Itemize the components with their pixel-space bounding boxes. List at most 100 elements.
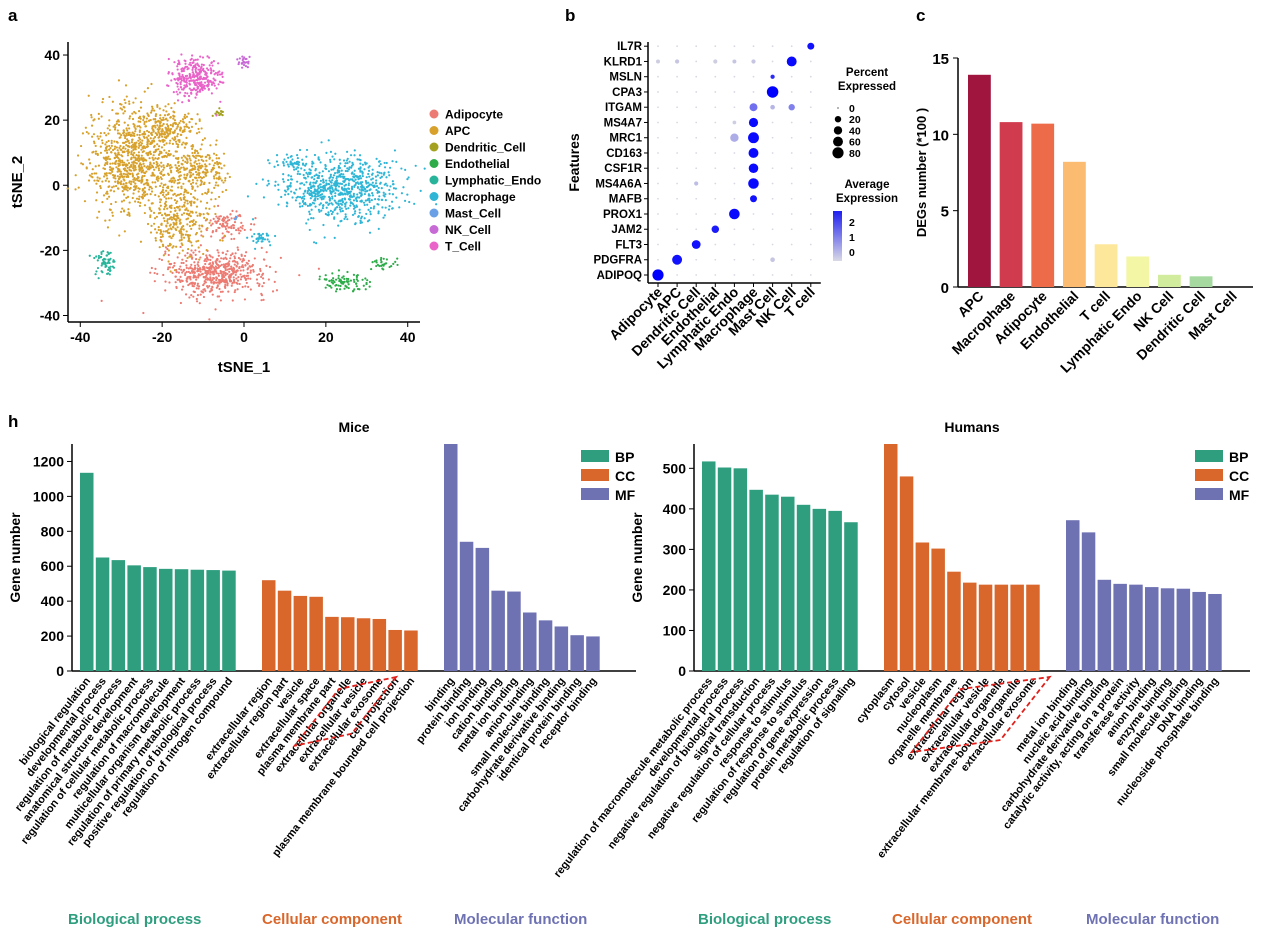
point (196, 86, 199, 89)
point (331, 155, 334, 158)
point (377, 198, 380, 201)
point (114, 126, 117, 129)
point (133, 145, 136, 148)
legend-key-apc (429, 126, 439, 135)
point (195, 257, 198, 261)
point (241, 285, 244, 289)
point (328, 179, 331, 182)
point (107, 272, 110, 275)
point (195, 71, 198, 74)
point (359, 182, 363, 185)
point (310, 216, 313, 220)
point (169, 130, 172, 133)
point (117, 151, 120, 154)
point (368, 197, 371, 200)
point (160, 172, 163, 176)
point (391, 207, 394, 210)
point (195, 92, 198, 95)
point (122, 210, 126, 213)
point (172, 131, 175, 134)
point (197, 246, 200, 249)
point (213, 186, 216, 190)
point (131, 112, 134, 115)
point (165, 225, 168, 228)
point (179, 222, 182, 225)
bar-vesicle (293, 595, 308, 671)
point (188, 157, 191, 160)
dot-empty (733, 167, 736, 170)
point (133, 177, 136, 180)
point (184, 208, 187, 211)
point (385, 176, 388, 179)
point (209, 279, 212, 282)
point (211, 271, 215, 274)
point (199, 200, 202, 203)
point (138, 169, 141, 172)
point (287, 165, 290, 168)
point (113, 152, 117, 155)
point (193, 283, 196, 286)
point (147, 134, 150, 137)
gene-label-mafb: MAFB (609, 194, 642, 206)
point (182, 182, 185, 185)
point (244, 278, 247, 281)
point (305, 148, 309, 152)
point (143, 174, 146, 178)
point (329, 189, 332, 192)
bar-anion-binding (1145, 587, 1159, 671)
point (284, 190, 288, 193)
point (348, 195, 351, 198)
point (371, 181, 374, 184)
point (308, 213, 311, 216)
color-legend-label: 0 (849, 247, 855, 259)
point (109, 162, 112, 165)
point (240, 253, 243, 256)
point (123, 110, 127, 113)
point (213, 84, 216, 87)
point (324, 286, 327, 289)
point (194, 275, 197, 278)
point (117, 167, 120, 171)
point (200, 230, 203, 233)
point (233, 271, 236, 274)
point (404, 168, 407, 171)
point (371, 194, 374, 197)
point (240, 275, 243, 279)
point (310, 191, 314, 194)
point (338, 288, 342, 291)
point (208, 318, 211, 321)
point (183, 188, 187, 191)
point (215, 114, 218, 117)
point (114, 200, 117, 204)
point (215, 181, 218, 184)
point (113, 174, 117, 177)
point (353, 180, 356, 183)
point (395, 196, 398, 199)
dot-ms4a6a-macrophage (748, 178, 759, 189)
point (165, 193, 168, 196)
point (133, 185, 136, 188)
point (215, 228, 218, 232)
dot-empty (695, 106, 698, 109)
point (198, 131, 201, 134)
dot-empty (695, 136, 698, 139)
point (330, 168, 333, 171)
point (341, 276, 344, 279)
point (403, 199, 407, 202)
point (220, 179, 223, 182)
point (129, 183, 133, 186)
point (343, 165, 346, 168)
point (375, 185, 379, 188)
point (225, 224, 229, 227)
point (246, 66, 249, 69)
point (198, 267, 202, 270)
point (166, 132, 169, 135)
point (111, 108, 114, 112)
point (383, 166, 387, 169)
point (133, 134, 136, 137)
point (246, 267, 250, 270)
point (107, 268, 110, 271)
size-legend-label: 60 (849, 137, 861, 149)
point (200, 183, 203, 186)
